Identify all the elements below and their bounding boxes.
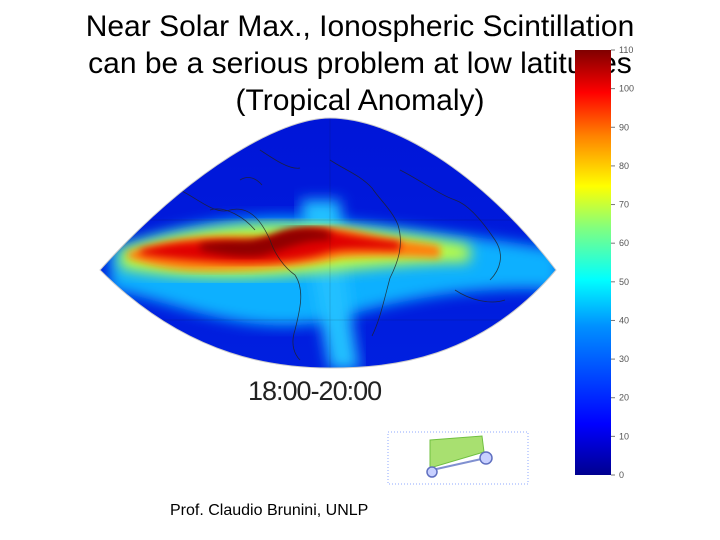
title-line-3: (Tropical Anomaly) bbox=[235, 84, 485, 117]
colorbar-tick-label: 40 bbox=[619, 315, 629, 325]
colorbar-tick-label: 10 bbox=[619, 431, 629, 441]
handle-icon bbox=[426, 466, 438, 478]
colorbar-tick-label: 110 bbox=[619, 45, 633, 55]
time-label: 18:00-20:00 bbox=[248, 376, 382, 406]
colorbar-tick-label: 100 bbox=[619, 84, 634, 94]
colorbar-gradient bbox=[575, 50, 611, 475]
colorbar-tick-label: 50 bbox=[619, 277, 629, 287]
colorbar-tick-label: 0 bbox=[619, 470, 624, 480]
colorbar-tick-label: 70 bbox=[619, 200, 629, 210]
colorbar-tick-label: 60 bbox=[619, 238, 629, 248]
handle-icon bbox=[479, 451, 493, 465]
title-line-1: Near Solar Max., Ionospheric Scintillati… bbox=[85, 10, 635, 43]
colorbar-tick-label: 30 bbox=[619, 354, 629, 364]
slide-title: Near Solar Max., Ionospheric Scintillati… bbox=[40, 8, 680, 119]
title-line-2: can be a serious problem at low latitude… bbox=[88, 47, 632, 80]
colorbar-tick-label: 80 bbox=[619, 161, 629, 171]
author-credit: Prof. Claudio Brunini, UNLP bbox=[170, 502, 369, 519]
colorbar-tick-label: 20 bbox=[619, 393, 629, 403]
colorbar-tick-label: 90 bbox=[619, 122, 629, 132]
